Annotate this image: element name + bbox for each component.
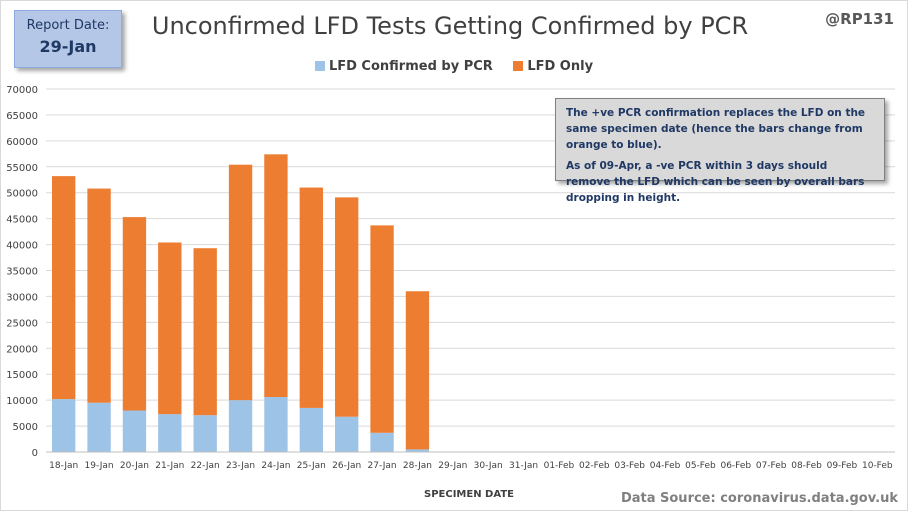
bar-lfd-only — [193, 248, 217, 416]
legend-label-lfd-only: LFD Only — [527, 59, 594, 74]
chart-title: Unconfirmed LFD Tests Getting Confirmed … — [151, 12, 749, 40]
bar-lfd-only — [370, 225, 394, 433]
x-tick-label: 30-Jan — [474, 461, 503, 471]
y-tick-label: 0 — [32, 448, 38, 459]
x-tick-label: 20-Jan — [120, 461, 149, 471]
legend-item-confirmed: LFD Confirmed by PCR — [314, 59, 493, 74]
bar-lfd-only — [405, 291, 430, 450]
bar-lfd-only — [264, 154, 288, 398]
bar-lfd-only — [299, 187, 323, 408]
report-date-value: 29-Jan — [39, 37, 97, 56]
report-date-box: Report Date: 29-Jan — [14, 10, 122, 68]
bar-lfd-only — [122, 217, 147, 411]
x-tick-label: 27-Jan — [368, 461, 397, 471]
y-tick-label: 35000 — [6, 267, 38, 278]
x-tick-label: 18-Jan — [49, 461, 78, 471]
bar-confirmed — [335, 416, 359, 452]
bar-lfd-only — [228, 164, 253, 401]
y-tick-label: 50000 — [6, 189, 38, 200]
x-tick-label: 31-Jan — [509, 461, 538, 471]
legend-label-confirmed: LFD Confirmed by PCR — [328, 59, 493, 74]
y-tick-label: 65000 — [6, 111, 38, 122]
y-tick-label: 25000 — [6, 318, 38, 329]
x-axis-title: SPECIMEN DATE — [424, 489, 514, 500]
bar-lfd-only — [158, 242, 182, 415]
y-tick-label: 45000 — [6, 215, 38, 226]
bar-confirmed — [193, 415, 217, 452]
x-tick-label: 04-Feb — [650, 461, 681, 471]
y-tick-label: 70000 — [6, 85, 38, 96]
bar-lfd-only — [52, 176, 76, 400]
data-source: Data Source: coronavirus.data.gov.uk — [620, 491, 898, 506]
annotation-line-1: The +ve PCR confirmation replaces the LF… — [566, 107, 866, 151]
x-tick-label: 05-Feb — [685, 461, 716, 471]
bar-confirmed — [299, 407, 323, 452]
bar-confirmed — [158, 414, 182, 452]
legend-swatch-lfd-only — [513, 61, 524, 71]
x-tick-label: 10-Feb — [862, 461, 893, 471]
author-handle: @RP131 — [825, 10, 894, 28]
y-tick-label: 60000 — [6, 137, 38, 148]
bar-confirmed — [52, 399, 76, 452]
x-tick-label: 09-Feb — [827, 461, 858, 471]
x-tick-label: 28-Jan — [403, 461, 432, 471]
chart-legend: LFD Confirmed by PCR LFD Only — [0, 59, 908, 74]
bar-confirmed — [122, 410, 147, 452]
x-tick-label: 01-Feb — [544, 461, 575, 471]
legend-item-lfd-only: LFD Only — [513, 59, 593, 74]
bar-confirmed — [264, 397, 288, 452]
x-tick-label: 02-Feb — [579, 461, 610, 471]
y-tick-label: 15000 — [6, 370, 38, 381]
y-tick-label: 55000 — [6, 163, 38, 174]
x-tick-label: 06-Feb — [720, 461, 751, 471]
x-tick-label: 08-Feb — [791, 461, 822, 471]
y-tick-label: 30000 — [6, 292, 38, 303]
y-tick-label: 40000 — [6, 241, 38, 252]
y-tick-label: 10000 — [6, 396, 38, 407]
x-tick-label: 21-Jan — [155, 461, 184, 471]
x-tick-label: 22-Jan — [191, 461, 220, 471]
x-tick-label: 26-Jan — [332, 461, 361, 471]
y-tick-label: 5000 — [13, 422, 38, 433]
x-tick-label: 23-Jan — [226, 461, 255, 471]
y-tick-label: 20000 — [6, 344, 38, 355]
x-tick-label: 07-Feb — [756, 461, 787, 471]
bar-lfd-only — [87, 188, 111, 403]
annotation-line-2: As of 09-Apr, a -ve PCR within 3 days sh… — [566, 160, 865, 204]
x-tick-label: 25-Jan — [297, 461, 326, 471]
annotation-box: The +ve PCR confirmation replaces the LF… — [555, 98, 885, 204]
bar-confirmed — [405, 449, 430, 452]
legend-swatch-confirmed — [314, 61, 325, 71]
x-tick-label: 19-Jan — [85, 461, 114, 471]
bar-confirmed — [370, 432, 394, 452]
x-tick-label: 24-Jan — [261, 461, 290, 471]
bar-confirmed — [87, 402, 111, 452]
report-date-label: Report Date: — [26, 18, 110, 33]
bar-confirmed — [228, 400, 253, 452]
x-tick-label: 03-Feb — [614, 461, 645, 471]
x-tick-label: 29-Jan — [438, 461, 467, 471]
bar-lfd-only — [335, 197, 359, 417]
